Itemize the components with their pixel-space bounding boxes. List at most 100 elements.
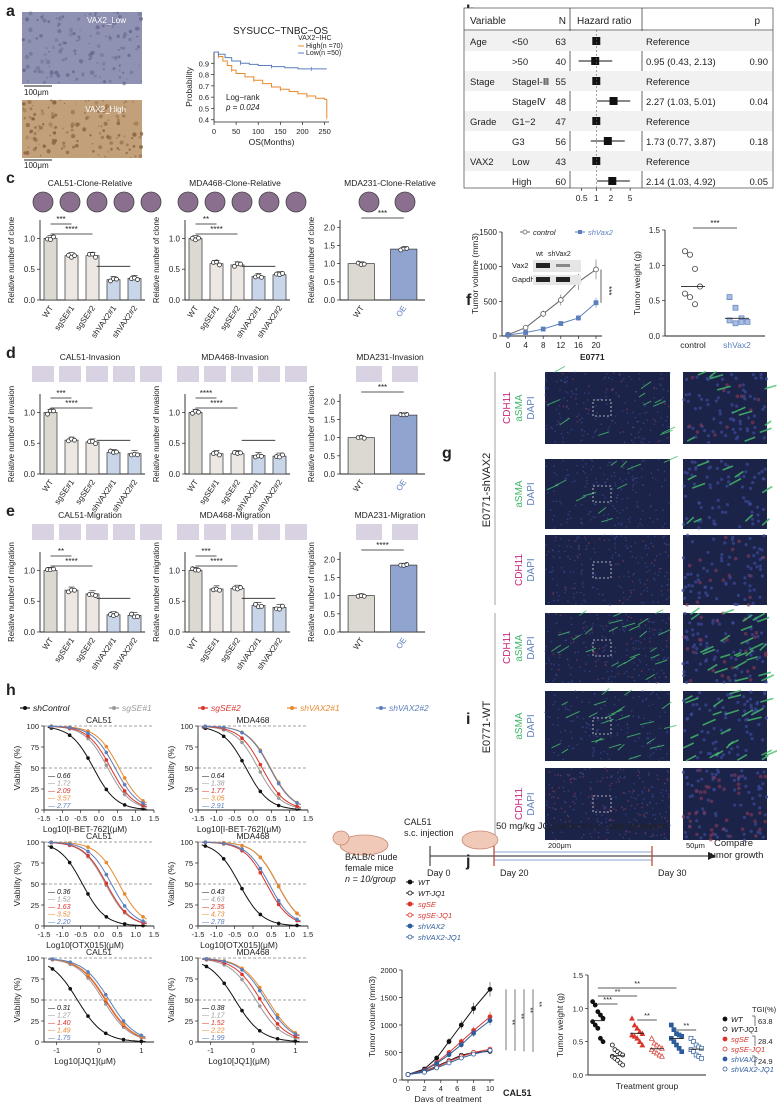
f-ytick-label: 1500 xyxy=(479,228,497,237)
if-dapi-dot xyxy=(560,740,562,742)
if-dapi-dot xyxy=(719,421,723,425)
if-cdh11-dot xyxy=(554,536,557,539)
if-dapi-dot xyxy=(596,780,598,783)
if-asma-fiber xyxy=(588,712,598,718)
f-weight-sh-point xyxy=(726,294,733,300)
if-dapi-dot xyxy=(571,481,574,483)
if-asma-fiber xyxy=(629,653,641,659)
if-dapi-dot xyxy=(714,772,718,777)
if-dapi-dot xyxy=(650,472,653,474)
if-dapi-dot xyxy=(603,649,606,651)
if-cdh11-dot xyxy=(590,801,593,804)
h-ic50-label: — 1.27 xyxy=(47,1013,72,1020)
if-asma-fiber xyxy=(601,517,614,523)
if-asma-fiber xyxy=(759,643,767,651)
bar-replicate-point xyxy=(217,452,222,458)
assay-thumb xyxy=(113,524,135,540)
if-zoom-box xyxy=(592,399,612,417)
if-dapi-dot xyxy=(608,461,610,464)
if-dapi-dot xyxy=(648,617,650,620)
j-weight-point xyxy=(600,1039,606,1045)
if-cdh11-dot xyxy=(609,784,611,787)
if-dapi-dot xyxy=(744,724,748,729)
tissue-cell xyxy=(96,61,99,65)
if-dapi-dot xyxy=(597,617,599,620)
j-legend-marker xyxy=(407,890,413,896)
tissue-cell xyxy=(25,123,30,128)
if-dapi-dot xyxy=(545,424,548,427)
f-weight-ytick-label: 0.0 xyxy=(649,332,661,341)
if-cdh11-dot xyxy=(548,793,551,796)
if-dapi-dot xyxy=(586,723,589,725)
if-dapi-dot xyxy=(642,780,644,783)
tissue-cell xyxy=(139,145,143,149)
j-weight-point xyxy=(653,1049,660,1056)
j-legend-marker xyxy=(407,879,413,885)
h-point xyxy=(122,782,127,787)
if-dapi-dot xyxy=(572,747,575,749)
h-ic50-label: — 1.72 xyxy=(47,781,71,788)
if-dapi-dot xyxy=(757,471,761,475)
if-dapi-dot xyxy=(614,475,616,478)
if-dapi-dot xyxy=(652,669,655,671)
if-cdh11-dot xyxy=(605,388,608,391)
if-dapi-dot xyxy=(636,477,639,479)
if-dapi-dot xyxy=(603,377,606,380)
tissue-cell xyxy=(35,67,37,69)
if-dapi-dot xyxy=(749,732,753,736)
if-dapi-dot xyxy=(637,420,640,423)
if-dapi-dot xyxy=(649,517,651,520)
if-dapi-dot xyxy=(645,697,648,700)
tissue-cell xyxy=(77,17,81,21)
if-dapi-dot xyxy=(660,826,662,828)
if-dapi-dot xyxy=(632,488,634,491)
if-cdh11-dot xyxy=(721,827,726,832)
if-dapi-dot xyxy=(607,513,610,515)
if-dapi-dot xyxy=(743,397,747,401)
if-cdh11-dot xyxy=(608,808,611,811)
j-growth-point xyxy=(458,1042,464,1048)
h-point xyxy=(276,921,281,926)
forest-variable: Grade xyxy=(470,117,496,128)
if-asma-fiber xyxy=(736,753,748,762)
j-xtick-label: 4 xyxy=(439,1084,443,1093)
if-dapi-dot xyxy=(733,431,737,435)
f-weight-ytick-label: 1.5 xyxy=(649,226,661,235)
tissue-cell xyxy=(40,59,45,64)
if-dapi-dot xyxy=(623,377,625,380)
if-dapi-dot xyxy=(648,441,650,443)
if-cdh11-dot xyxy=(694,789,699,793)
if-dapi-dot xyxy=(666,416,669,418)
if-dapi-dot xyxy=(569,825,572,828)
if-dapi-dot xyxy=(632,480,635,482)
if-asma-fiber xyxy=(734,470,744,478)
sig-label: **** xyxy=(210,399,222,408)
if-image-bg xyxy=(683,691,767,761)
if-dapi-dot xyxy=(545,544,547,546)
bar xyxy=(209,263,224,301)
clone-dish-thumb xyxy=(113,191,135,213)
j-growth-point xyxy=(434,1061,440,1066)
bar xyxy=(43,412,58,475)
if-dapi-dot xyxy=(633,797,636,800)
if-dapi-dot xyxy=(547,657,550,659)
bar-category-label: WT xyxy=(351,478,366,493)
if-dapi-dot xyxy=(753,397,757,401)
j-weight-point xyxy=(598,1035,603,1041)
if-dapi-dot xyxy=(576,536,579,538)
if-dapi-dot xyxy=(610,461,612,464)
if-stain-label: aSMA xyxy=(514,712,525,740)
if-cdh11-dot xyxy=(557,796,559,799)
if-cdh11-dot xyxy=(694,811,698,816)
clone-dish-thumb xyxy=(32,191,54,213)
if-dapi-dot xyxy=(558,708,560,711)
if-cdh11-dot xyxy=(551,786,554,789)
if-dapi-dot xyxy=(626,497,629,499)
if-dapi-dot xyxy=(660,690,663,693)
if-dapi-dot xyxy=(704,659,708,663)
h-point xyxy=(104,763,109,768)
tissue-cell xyxy=(30,137,33,139)
j-ytick-label: 0 xyxy=(393,1076,397,1085)
forest-hr-text: Reference xyxy=(646,37,690,48)
if-dapi-dot xyxy=(705,769,709,773)
